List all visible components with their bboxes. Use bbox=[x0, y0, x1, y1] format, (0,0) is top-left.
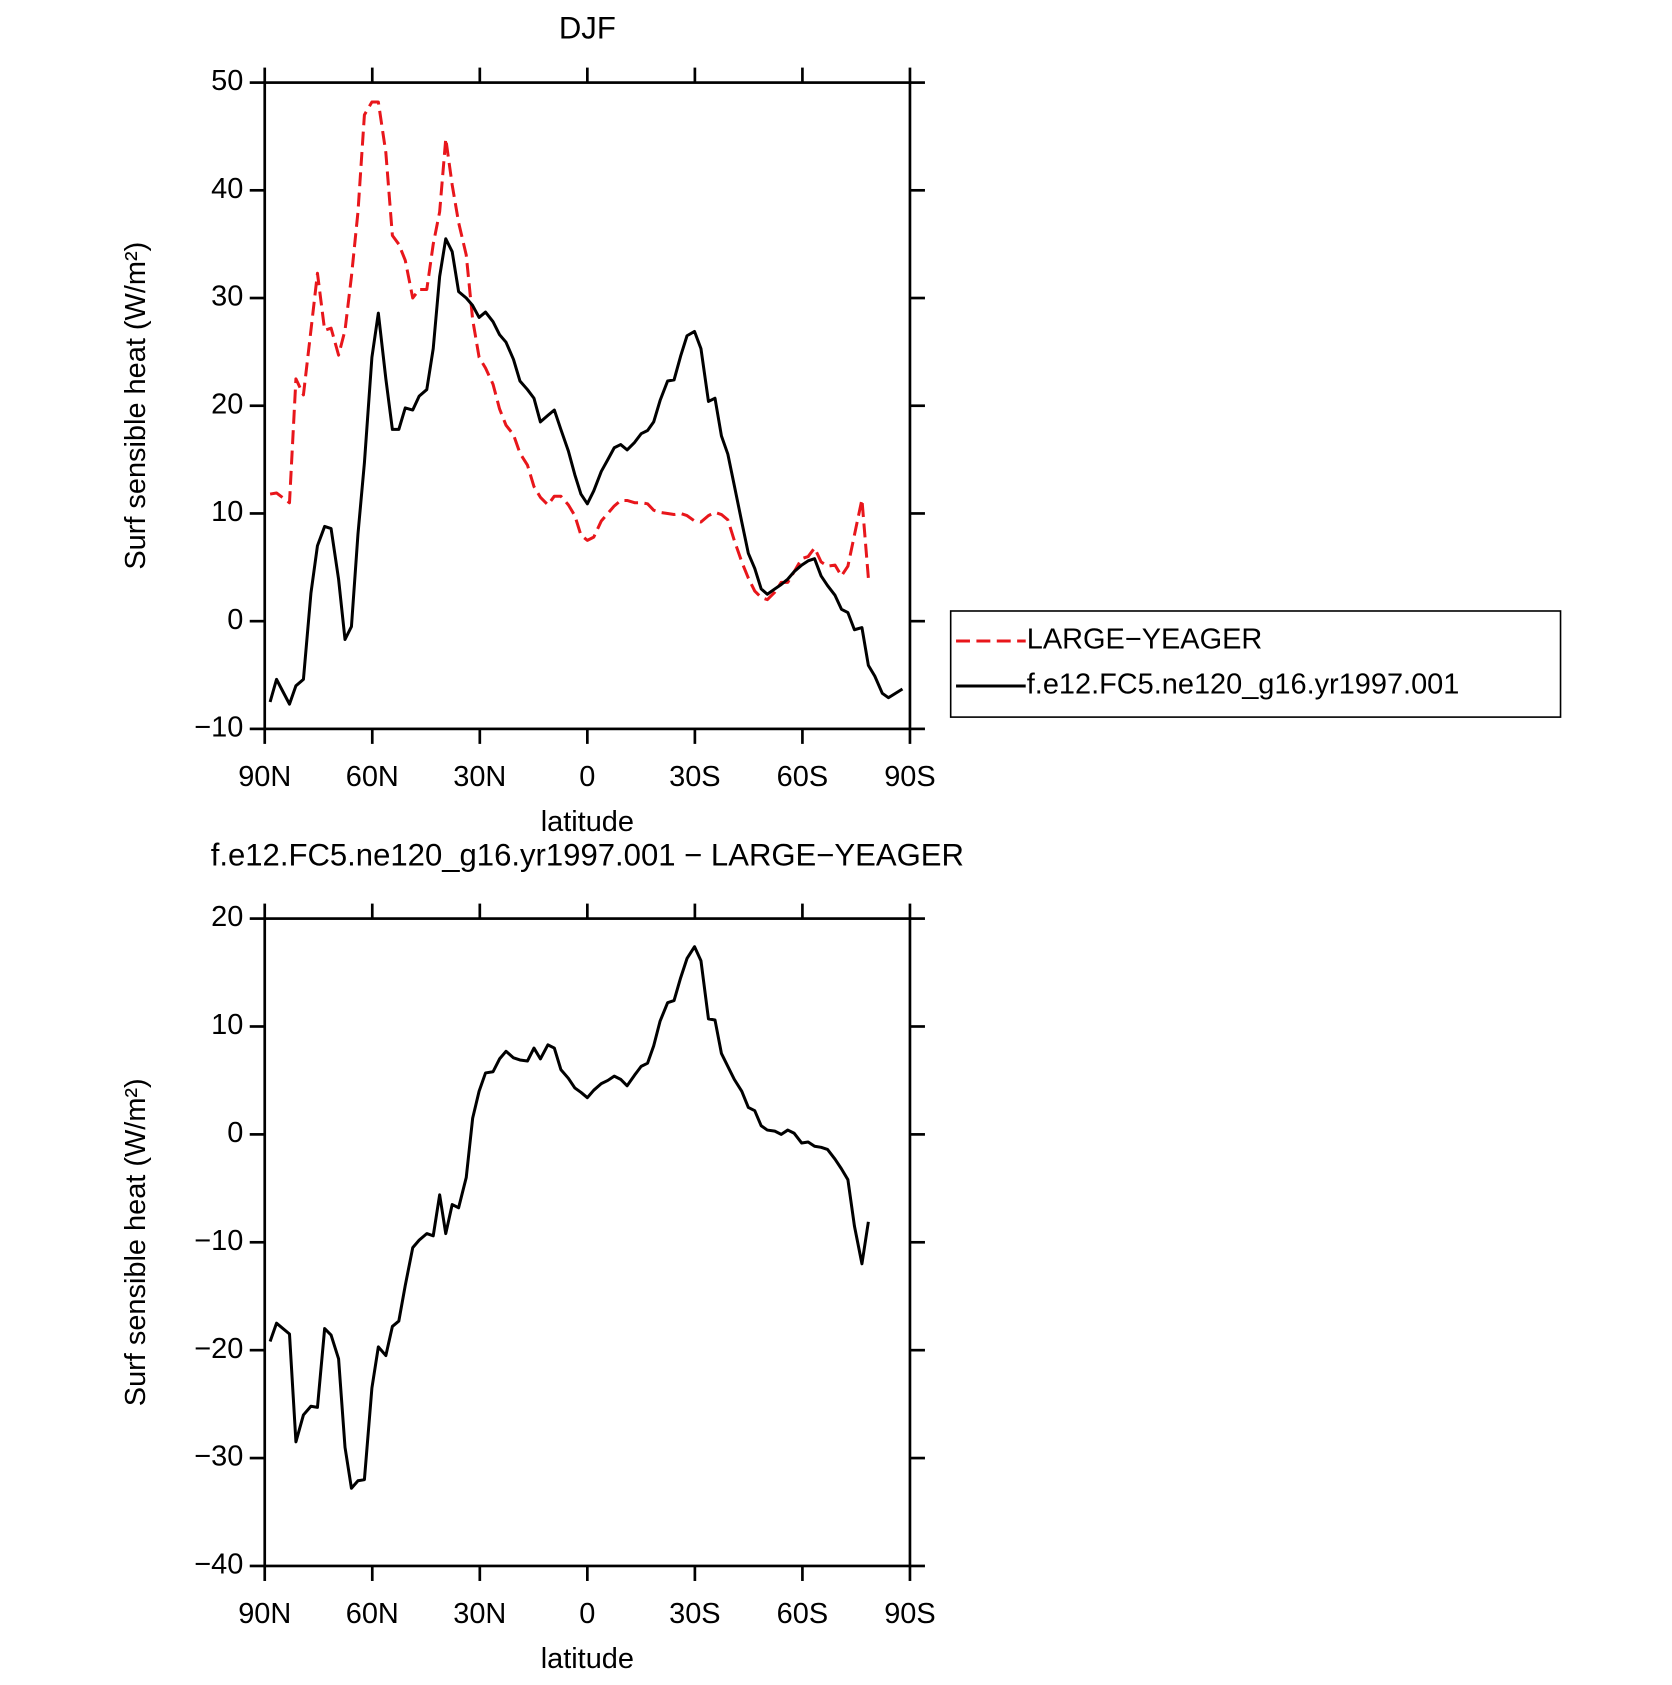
y-tick-label: −10 bbox=[194, 712, 243, 744]
x-tick-label: 30S bbox=[669, 1598, 720, 1630]
chart-title: DJF bbox=[559, 10, 616, 45]
x-tick-label: 90N bbox=[238, 761, 291, 793]
x-tick-label: 0 bbox=[579, 761, 595, 793]
y-tick-label: 20 bbox=[211, 901, 243, 933]
x-tick-label: 30S bbox=[669, 761, 720, 793]
x-tick-label: 90S bbox=[884, 761, 935, 793]
x-axis-label: latitude bbox=[541, 806, 634, 838]
y-axis-label: Surf sensible heat (W/m²) bbox=[120, 242, 152, 570]
plot-frame bbox=[263, 917, 912, 1568]
data-line bbox=[269, 100, 870, 602]
y-tick-label: −40 bbox=[194, 1549, 243, 1581]
plot-frame bbox=[263, 81, 912, 731]
y-tick-label: −30 bbox=[194, 1441, 243, 1473]
y-axis-label: Surf sensible heat (W/m²) bbox=[120, 1078, 152, 1406]
x-tick-label: 90S bbox=[884, 1598, 935, 1630]
y-tick-label: 0 bbox=[227, 1117, 243, 1149]
y-tick-label: 10 bbox=[211, 496, 243, 528]
y-tick-label: 40 bbox=[211, 173, 243, 205]
y-tick-label: 10 bbox=[211, 1009, 243, 1041]
chart-title: f.e12.FC5.ne120_g16.yr1997.001 − LARGE−Y… bbox=[211, 838, 964, 873]
y-tick-label: 0 bbox=[227, 604, 243, 636]
y-tick-label: 50 bbox=[211, 65, 243, 97]
x-tick-label: 60S bbox=[777, 761, 828, 793]
x-tick-label: 90N bbox=[238, 1598, 291, 1630]
y-tick-label: −20 bbox=[194, 1333, 243, 1365]
x-tick-label: 60N bbox=[346, 1598, 399, 1630]
legend-label: LARGE−YEAGER bbox=[1027, 624, 1262, 656]
x-axis-label: latitude bbox=[541, 1643, 634, 1675]
x-tick-label: 30N bbox=[453, 1598, 506, 1630]
y-tick-label: 30 bbox=[211, 281, 243, 313]
x-tick-label: 60N bbox=[346, 761, 399, 793]
x-tick-label: 60S bbox=[777, 1598, 828, 1630]
x-tick-label: 0 bbox=[579, 1598, 595, 1630]
y-tick-label: −10 bbox=[194, 1225, 243, 1257]
legend-label: f.e12.FC5.ne120_g16.yr1997.001 bbox=[1027, 669, 1460, 701]
legend-box bbox=[949, 610, 1562, 718]
data-line bbox=[268, 237, 904, 706]
x-tick-label: 30N bbox=[453, 761, 506, 793]
y-tick-label: 20 bbox=[211, 388, 243, 420]
data-line bbox=[268, 945, 870, 1490]
